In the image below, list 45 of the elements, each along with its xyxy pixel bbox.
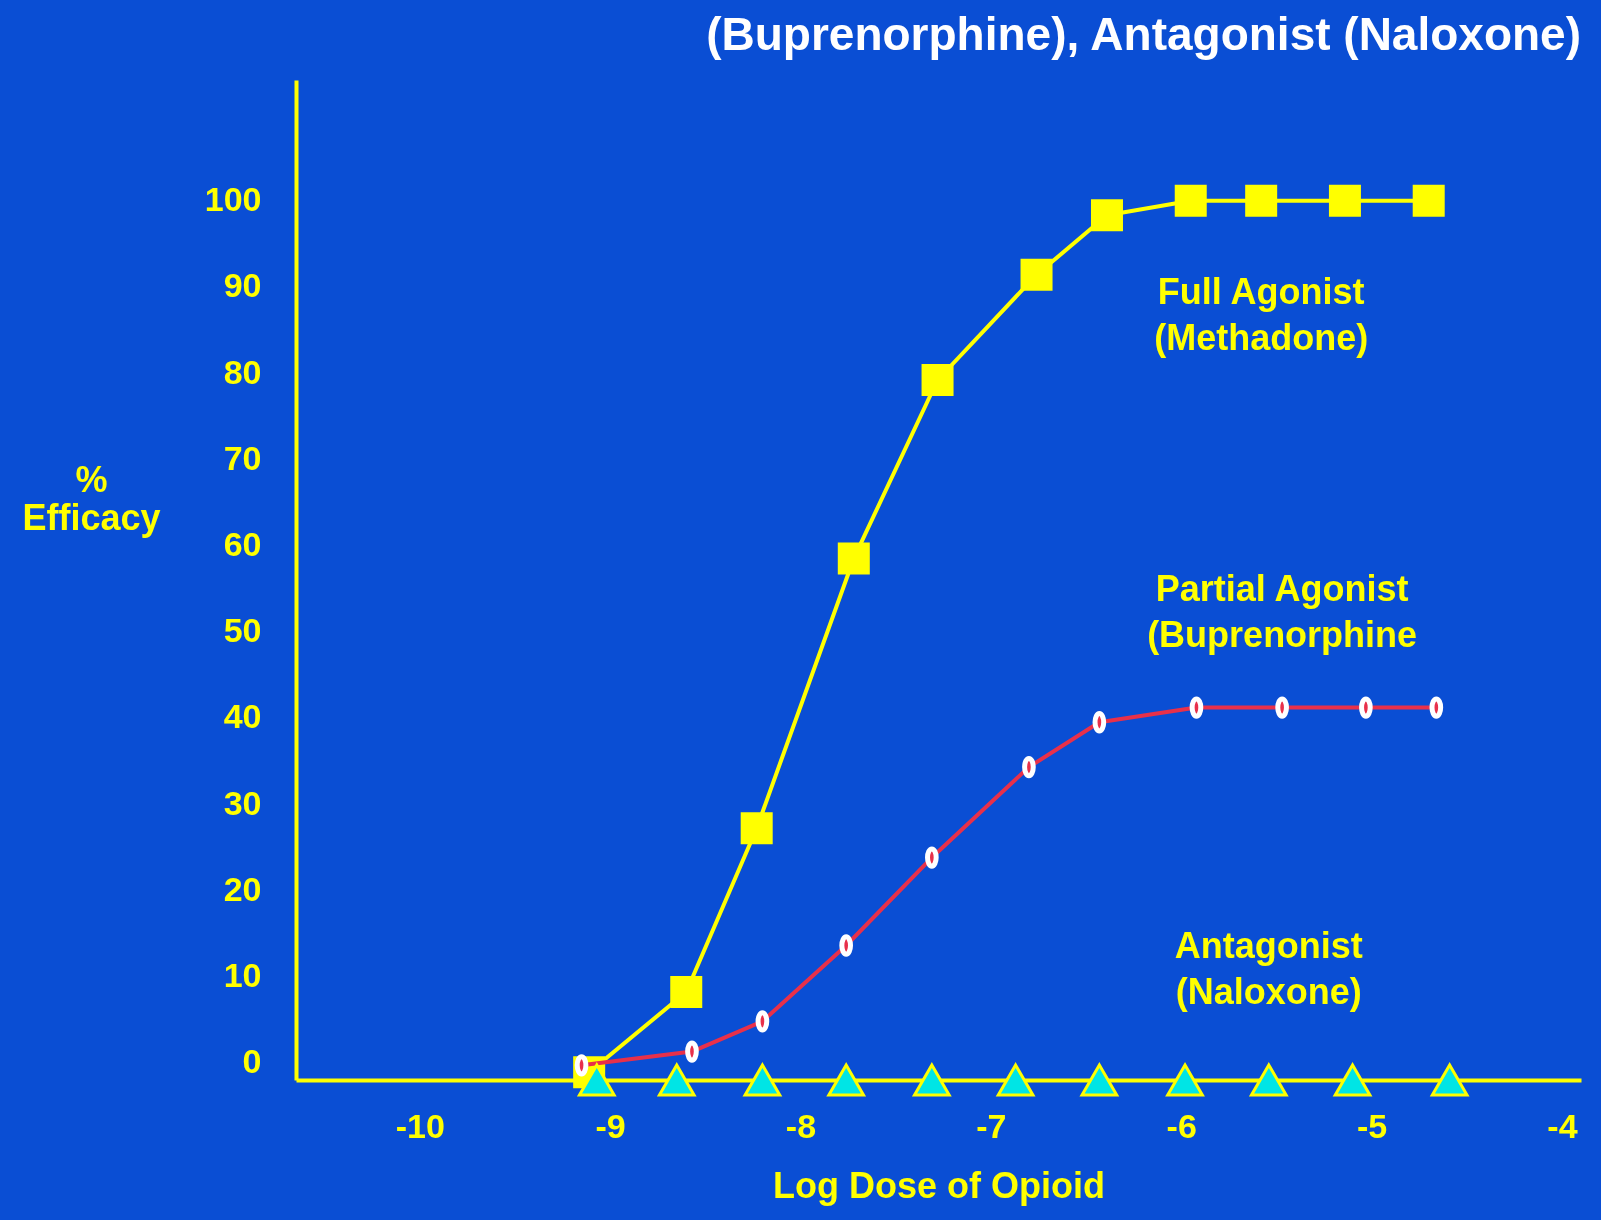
x-tick-label: -7 [976,1106,1007,1145]
point [837,542,870,575]
point [1080,1063,1119,1097]
point [1166,1063,1204,1097]
series-label: Partial Agonist (Buprenorphine [1147,567,1418,655]
y-tick-label: 30 [223,783,262,822]
point [743,1063,782,1097]
y-tick-label: 60 [223,525,262,564]
point [670,976,703,1009]
y-tick-label: 10 [223,956,262,995]
x-tick-label: -6 [1166,1106,1197,1145]
x-tick-label: -4 [1547,1106,1578,1145]
y-tick-label: 0 [242,1042,262,1081]
x-tick-label: -8 [785,1106,817,1145]
point [1245,184,1278,217]
point [740,812,773,845]
y-tick-label: 40 [223,697,262,736]
y-tick-label: 50 [223,611,262,650]
y-tick-label: 80 [223,352,262,391]
point [1430,1063,1469,1097]
chart-title: (Buprenorphine), Antagonist (Naloxone) [706,8,1581,60]
point [1174,184,1207,217]
point [996,1063,1035,1097]
point [657,1063,696,1097]
point [577,1063,616,1097]
x-tick-label: -9 [595,1106,626,1145]
series-label: Full Agonist (Methadone) [1154,270,1369,358]
point [1090,199,1123,232]
y-axis-title: % Efficacy [22,458,161,538]
point [1249,1063,1288,1097]
point [1020,258,1053,291]
y-tick-label: 90 [223,266,262,305]
point [1328,184,1361,217]
point [1412,184,1445,217]
series-label: Antagonist (Naloxone) [1174,925,1363,1012]
x-tick-label: -10 [395,1106,445,1145]
point [913,1063,951,1097]
y-tick-label: 100 [204,180,262,219]
y-tick-label: 70 [223,438,262,477]
y-tick-label: 20 [223,869,262,908]
point [921,364,954,396]
point [827,1063,865,1097]
point [1333,1063,1372,1097]
x-tick-label: -5 [1356,1106,1388,1145]
x-axis-title: Log Dose of Opioid [773,1164,1105,1206]
